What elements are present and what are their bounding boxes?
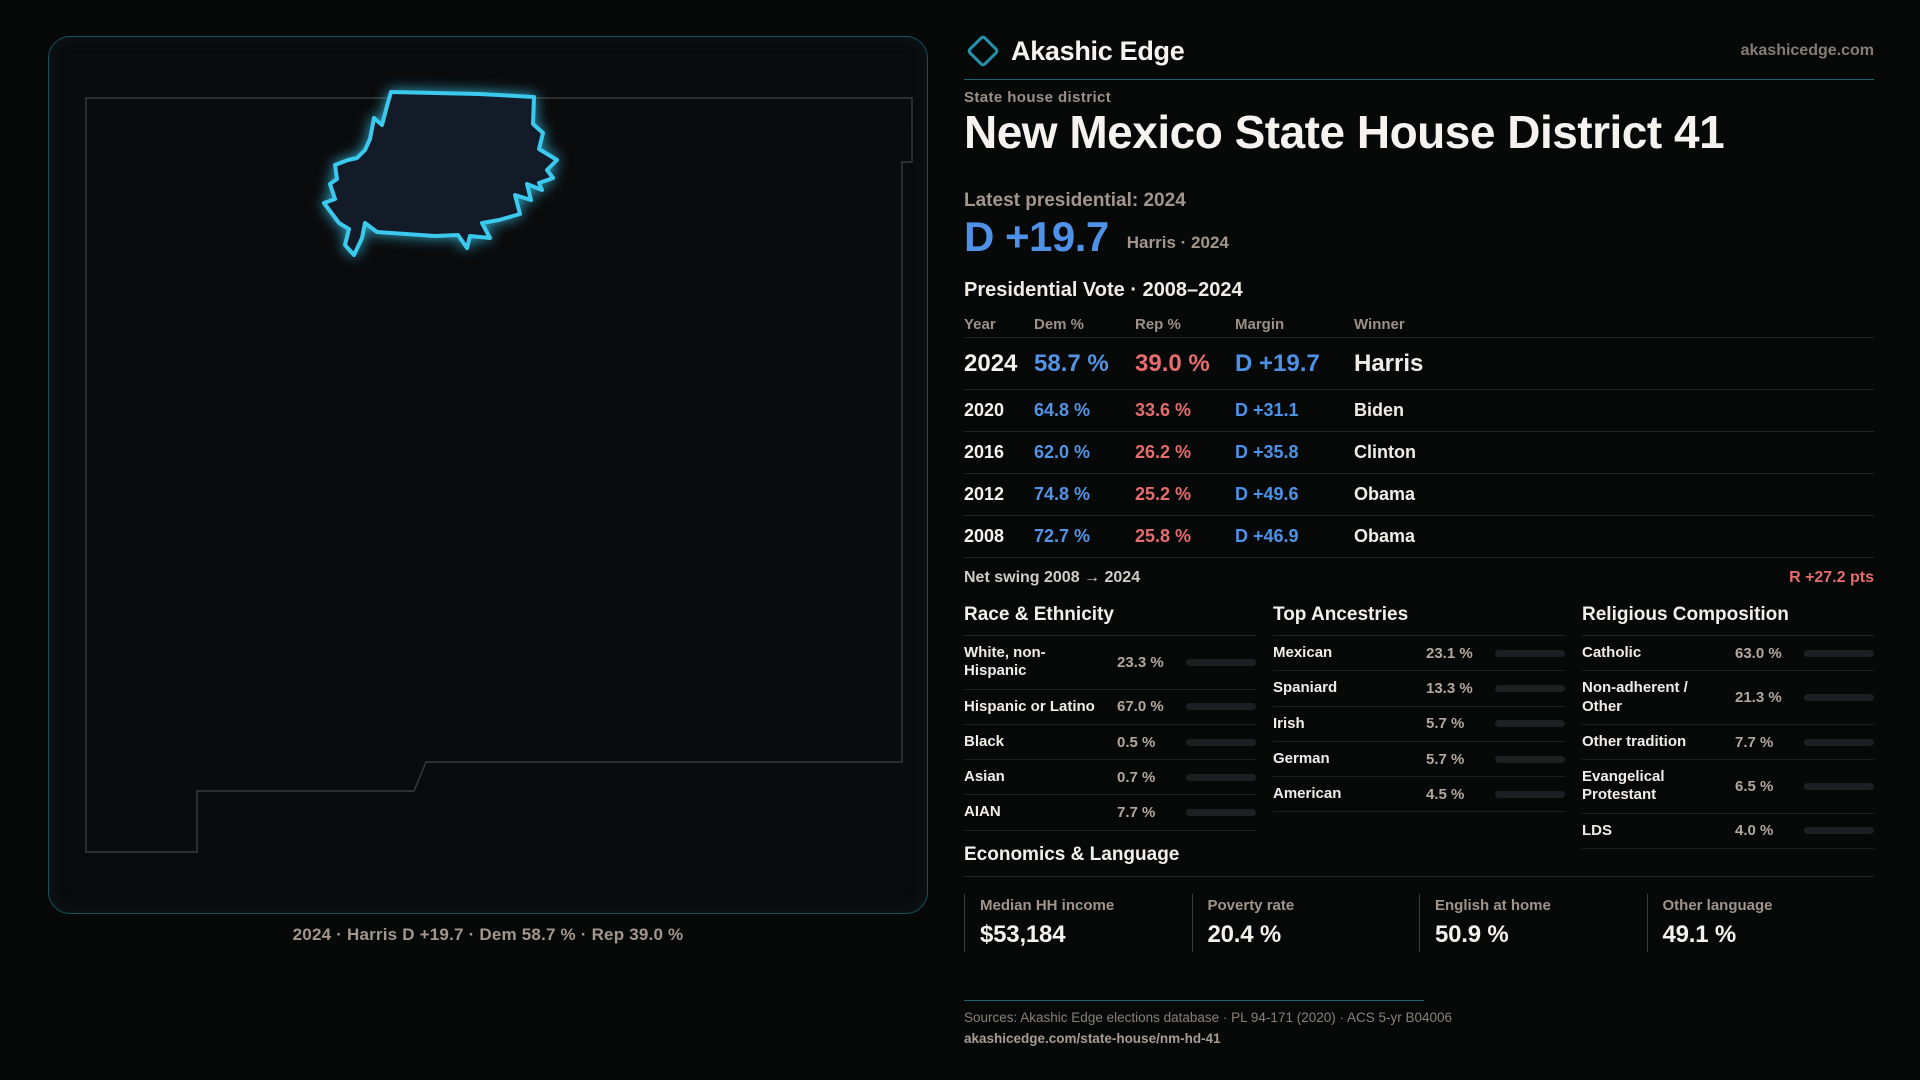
stat-row: Catholic 63.0 % [1582,636,1874,672]
stat-row: Non-adherent / Other 21.3 % [1582,671,1874,725]
stat-bar [1186,738,1256,746]
page-title: New Mexico State House District 41 [964,106,1725,158]
stat-row: Asian 0.7 % [964,760,1256,796]
net-swing-label: Net swing 2008 → 2024 [964,569,1141,586]
stat-row: Irish 5.7 % [1273,707,1565,742]
stat-row: German 5.7 % [1273,742,1565,778]
stat-block: Median HH income $53,184 [964,894,1192,952]
stat-bar [1804,649,1874,657]
stat-bar [1804,782,1874,790]
table-row: 2012 74.8 % 25.2 % D +49.6 Obama [964,474,1874,516]
map-panel [48,36,928,914]
stat-row: Hispanic or Latino 67.0 % [964,690,1256,725]
stat-block: Other language 49.1 % [1646,894,1875,952]
stat-bar [1186,658,1256,666]
latest-presidential-label: Latest presidential: 2024 [964,190,1186,211]
economics-title: Economics & Language [964,844,1874,877]
map-caption: 2024 · Harris D +19.7 · Dem 58.7 % · Rep… [292,925,684,944]
district-map [85,90,913,853]
eyebrow-label: State house district [964,89,1112,106]
stat-bar [1186,703,1256,711]
latest-margin-sub: Harris · 2024 [1126,233,1229,252]
col-header-year: Year [964,315,996,333]
section-title: Religious Composition [1582,604,1874,636]
net-swing-value: R +27.2 pts [1789,569,1874,586]
col-header-dem: Dem % [1034,315,1085,333]
table-title: Presidential Vote · 2008–2024 [964,279,1243,301]
demographic-sections: Race & Ethnicity White, non-Hispanic 23.… [964,604,1874,850]
section-race-ethnicity: Race & Ethnicity White, non-Hispanic 23.… [964,604,1256,849]
table-header-row: Year Dem % Rep % Margin Winner [964,311,1874,338]
stat-bar [1495,649,1565,657]
footer-url-link[interactable]: akashicedge.com/state-house/nm-hd-41 [964,1031,1221,1046]
brand-name: Akashic Edge [1011,35,1185,66]
stat-block: Poverty rate 20.4 % [1191,894,1420,952]
economics-section: Economics & Language Median HH income $5… [964,844,1874,952]
stat-row: Mexican 23.1 % [1273,636,1565,672]
stat-bar [1495,684,1565,692]
stat-row: AIAN 7.7 % [964,795,1256,831]
section-top-ancestries: Top Ancestries Mexican 23.1 % Spaniard 1… [1273,604,1565,849]
stat-bar [1804,694,1874,702]
stat-row: Evangelical Protestant 6.5 % [1582,760,1874,814]
latest-margin-row: D +19.7 Harris · 2024 [964,213,1229,261]
presidential-vote-table: Year Dem % Rep % Margin Winner 2024 58.7… [964,311,1874,558]
section-religious-composition: Religious Composition Catholic 63.0 % No… [1582,604,1874,850]
stat-block: English at home 50.9 % [1419,894,1647,952]
footer-divider [964,1000,1424,1001]
stat-bar [1495,790,1565,798]
diamond-logo-icon [966,34,1000,68]
stat-bar [1186,773,1256,781]
section-title: Top Ancestries [1273,604,1565,636]
col-header-margin: Margin [1235,315,1285,333]
stat-row: Black 0.5 % [964,725,1256,761]
header-divider [964,79,1874,80]
data-column: Akashic Edge akashicedge.com State house… [964,0,1874,1080]
table-row: 2016 62.0 % 26.2 % D +35.8 Clinton [964,432,1874,474]
table-row: 2008 72.7 % 25.8 % D +46.9 Obama [964,516,1874,558]
stat-bar [1804,827,1874,835]
stat-bar [1186,809,1256,817]
sources-text: Sources: Akashic Edge elections database… [964,1010,1453,1025]
brand-row: Akashic Edge akashicedge.com [964,28,1874,74]
net-swing-row: Net swing 2008 → 2024 R +27.2 pts [964,569,1874,587]
stat-row: LDS 4.0 % [1582,814,1874,850]
stat-bar [1804,738,1874,746]
col-header-rep: Rep % [1135,315,1181,333]
stat-row: Other tradition 7.7 % [1582,725,1874,761]
section-title: Race & Ethnicity [964,604,1256,636]
col-header-winner: Winner [1354,315,1405,333]
stat-bar [1495,755,1565,763]
stat-row: White, non-Hispanic 23.3 % [964,636,1256,690]
stat-row: American 4.5 % [1273,777,1565,813]
table-row: 2024 58.7 % 39.0 % D +19.7 Harris [964,338,1874,390]
brand-domain-link[interactable]: akashicedge.com [1740,42,1874,59]
table-row: 2020 64.8 % 33.6 % D +31.1 Biden [964,390,1874,432]
latest-margin-value: D +19.7 [964,213,1109,260]
stat-bar [1495,720,1565,728]
district-shape [322,90,559,257]
economics-stats: Median HH income $53,184 Poverty rate 20… [964,894,1874,952]
state-outline [85,97,913,853]
stat-row: Spaniard 13.3 % [1273,671,1565,707]
